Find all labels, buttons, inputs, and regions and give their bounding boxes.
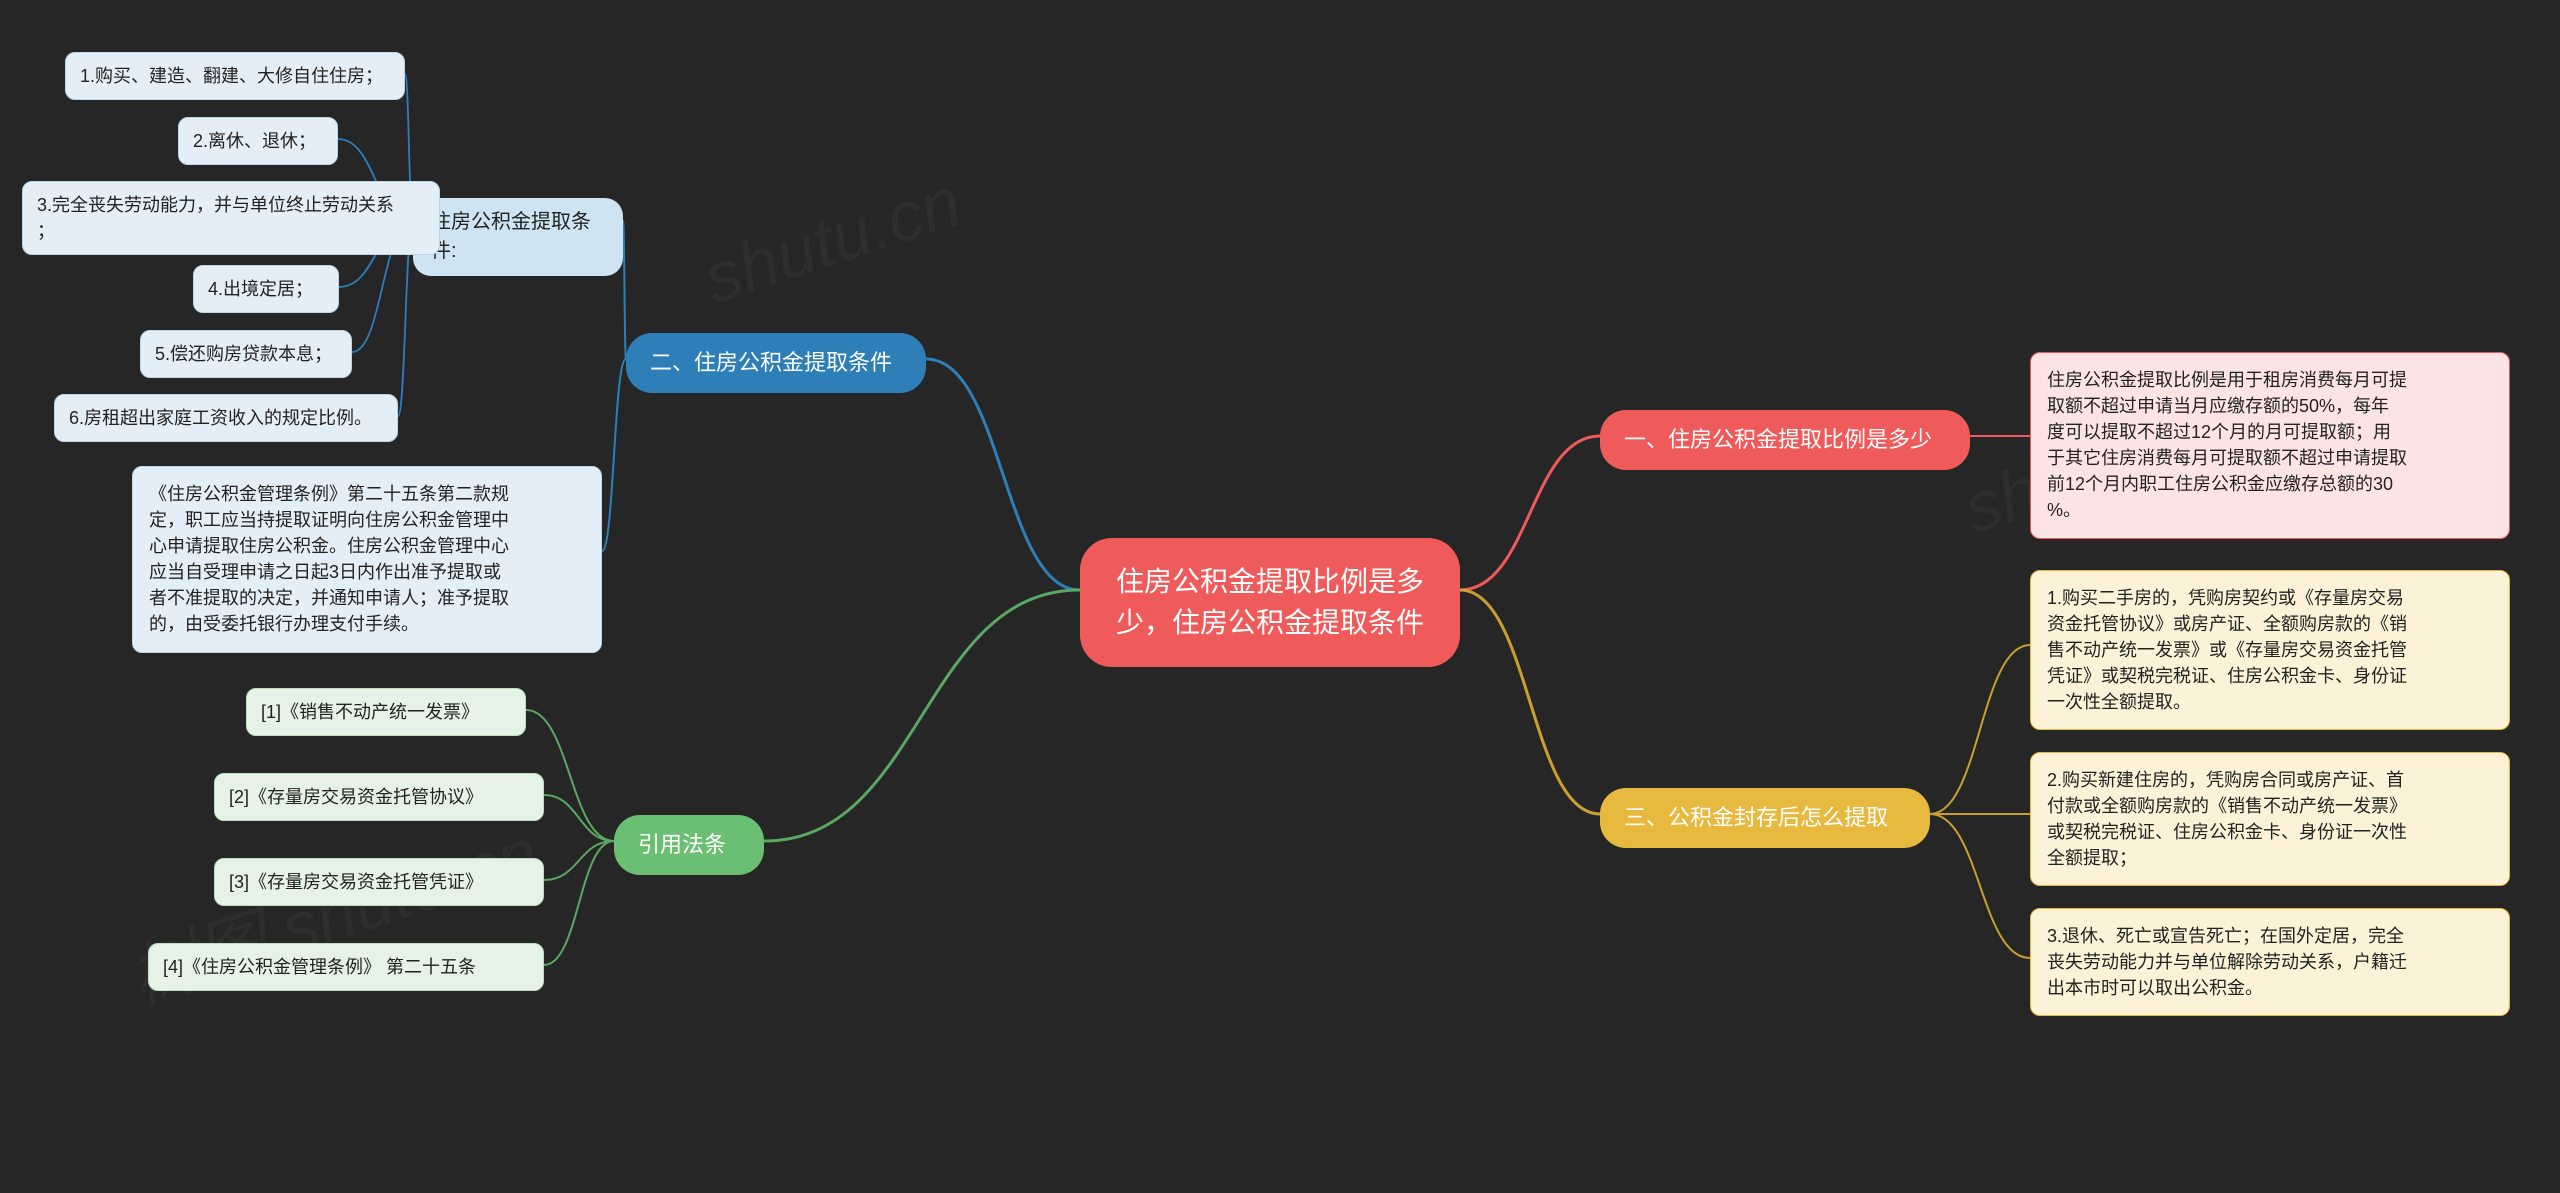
b4l1: [1]《销售不动产统一发票》 [246, 688, 526, 736]
root: 住房公积金提取比例是多少，住房公积金提取条件 [1080, 538, 1460, 667]
b2l2: 2.购买新建住房的，凭购房合同或房产证、首付款或全额购房款的《销售不动产统一发票… [2030, 752, 2510, 886]
b1l1: 住房公积金提取比例是用于租房消费每月可提取额不超过申请当月应缴存额的50%，每年… [2030, 352, 2510, 539]
b3c1l6: 6.房租超出家庭工资收入的规定比例。 [54, 394, 398, 442]
b3: 二、住房公积金提取条件 [626, 333, 926, 393]
b3c2: 《住房公积金管理条例》第二十五条第二款规定，职工应当持提取证明向住房公积金管理中… [132, 466, 602, 653]
b2l1: 1.购买二手房的，凭购房契约或《存量房交易资金托管协议》或房产证、全额购房款的《… [2030, 570, 2510, 730]
b1: 一、住房公积金提取比例是多少 [1600, 410, 1970, 470]
b4l2: [2]《存量房交易资金托管协议》 [214, 773, 544, 821]
b4l3: [3]《存量房交易资金托管凭证》 [214, 858, 544, 906]
b3c1l2: 2.离休、退休； [178, 117, 338, 165]
b3c1l1: 1.购买、建造、翻建、大修自住住房； [65, 52, 405, 100]
watermark: shutu.cn [694, 161, 970, 319]
b3c1l3: 3.完全丧失劳动能力，并与单位终止劳动关系； [22, 181, 440, 255]
b3c1l4: 4.出境定居； [193, 265, 339, 313]
b4: 引用法条 [614, 815, 764, 875]
b2l3: 3.退休、死亡或宣告死亡；在国外定居，完全丧失劳动能力并与单位解除劳动关系，户籍… [2030, 908, 2510, 1016]
b3c1l5: 5.偿还购房贷款本息； [140, 330, 352, 378]
b2: 三、公积金封存后怎么提取 [1600, 788, 1930, 848]
b4l4: [4]《住房公积金管理条例》 第二十五条 [148, 943, 544, 991]
b3c1: 住房公积金提取条件: [413, 198, 623, 276]
